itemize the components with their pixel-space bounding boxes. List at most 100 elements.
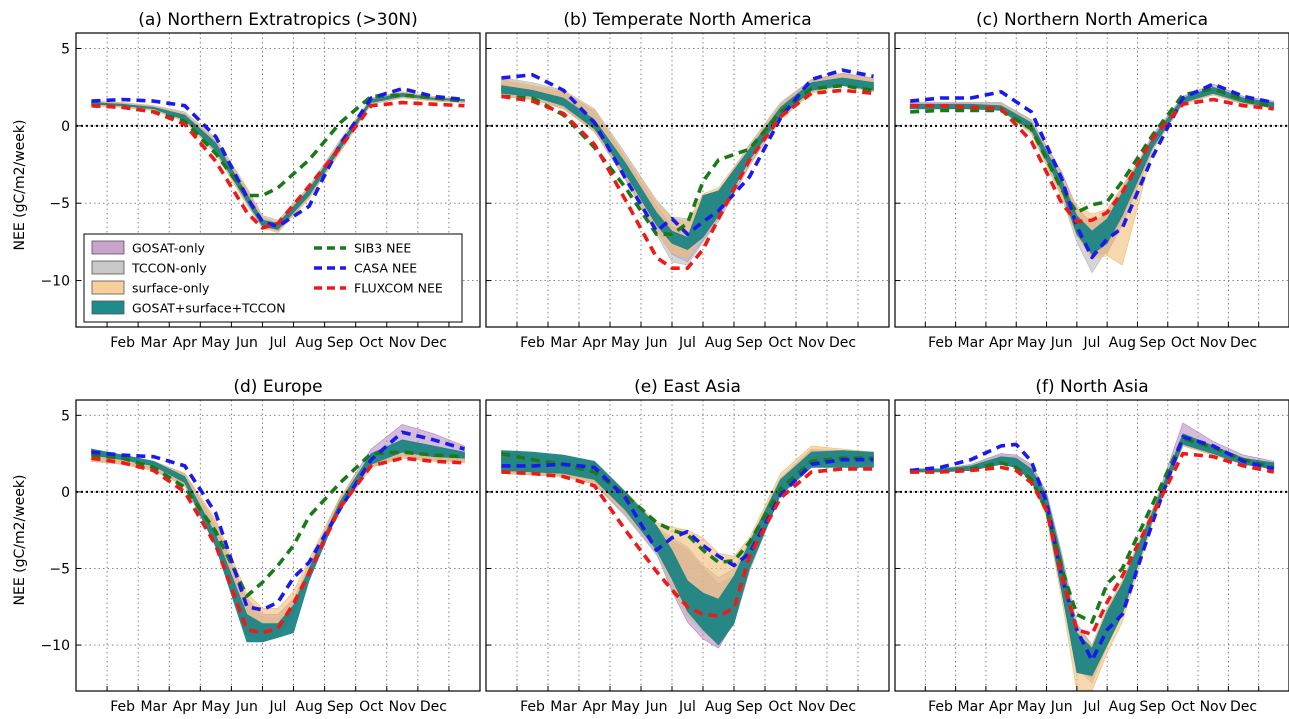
ylabel-bottom: NEE (gC/m2/week) — [12, 475, 28, 606]
x-tick-label: Nov — [798, 699, 825, 715]
line-fluxcom-nee — [501, 467, 874, 618]
x-tick-label: May — [201, 699, 230, 715]
x-tick-label: Jun — [645, 335, 668, 351]
x-tick-label: Nov — [1200, 335, 1227, 351]
line-casa-nee — [91, 430, 466, 612]
x-tick-label: Apr — [989, 335, 1013, 351]
x-tick-label: May — [201, 335, 230, 351]
legend-label: TCCON-only — [131, 261, 207, 276]
x-tick-label: Oct — [359, 699, 384, 715]
x-tick-label: Mar — [550, 335, 577, 351]
x-tick-label: May — [1017, 699, 1046, 715]
x-tick-label: May — [1017, 335, 1046, 351]
plot-area — [486, 445, 889, 649]
x-tick-label: Mar — [958, 335, 985, 351]
x-tick-label: Mar — [958, 699, 985, 715]
x-tick-label: Sep — [736, 699, 763, 715]
x-tick-label: Feb — [110, 699, 135, 715]
legend-item-gosat-only: GOSAT-only — [91, 241, 206, 256]
panel-title: (d) Europe — [233, 377, 322, 397]
x-tick-label: Jul — [269, 335, 287, 351]
legend-item-tccon-only: TCCON-only — [91, 261, 207, 276]
legend-label: FLUXCOM NEE — [354, 281, 443, 296]
panel-d: Feb Mar Apr May Jun Jul Aug Sep Oct Nov Dec 5 0 −5 −10… — [40, 377, 481, 715]
y-tick-label: −5 — [49, 196, 70, 212]
x-tick-label: Dec — [420, 335, 447, 351]
x-tick-label: Aug — [295, 335, 322, 351]
panel-f: Feb Mar Apr May Jun Jul Aug Sep Oct Nov Dec (f) Nor… — [894, 377, 1289, 715]
band-tccon-only — [91, 92, 465, 232]
x-tick-label: Jul — [678, 335, 696, 351]
line-casa-nee — [501, 457, 874, 568]
legend-swatch — [91, 280, 125, 295]
y-tick-label: −5 — [49, 561, 70, 577]
plot-area — [76, 86, 480, 233]
panel-title: (a) Northern Extratropics (>30N) — [138, 10, 418, 30]
x-tick-label: Jul — [1083, 335, 1101, 351]
line-sib3-nee — [501, 451, 874, 565]
legend-item-surface-only: surface-only — [91, 280, 210, 296]
panel-b: Feb Mar Apr May Jun Jul Aug Sep Oct Nov Dec (b) Tem… — [485, 10, 890, 351]
panel-e: Feb Mar Apr May Jun Jul Aug Sep Oct Nov Dec (e) Eas… — [485, 377, 890, 715]
x-tick-label: Feb — [928, 699, 953, 715]
x-tick-label: May — [611, 699, 640, 715]
x-tick-label: Jul — [678, 699, 696, 715]
x-tick-label: Jun — [1050, 699, 1073, 715]
plot-area — [76, 424, 480, 643]
x-tick-label: Dec — [829, 335, 856, 351]
x-tick-label: Apr — [582, 699, 606, 715]
plot-area — [486, 68, 889, 271]
y-tick-label: 5 — [61, 408, 70, 424]
x-tick-label: Mar — [140, 699, 167, 715]
y-tick-label: −10 — [40, 274, 70, 290]
x-tick-label: Jun — [645, 699, 668, 715]
panel-title: (f) North Asia — [1035, 377, 1148, 397]
ylabel-top: NEE (gC/m2/week) — [12, 120, 28, 251]
x-tick-label: Oct — [768, 699, 793, 715]
band-surface-only — [91, 91, 465, 233]
legend-label: surface-only — [132, 281, 210, 296]
x-tick-label: Sep — [327, 335, 354, 351]
y-tick-label: 0 — [61, 119, 70, 135]
x-tick-label: Aug — [1109, 699, 1136, 715]
legend-item-casa-nee: CASA NEE — [314, 261, 417, 276]
line-casa-nee — [910, 82, 1275, 260]
x-tick-label: Nov — [1200, 699, 1227, 715]
x-tick-label: Feb — [928, 335, 953, 351]
line-casa-nee — [91, 86, 465, 229]
band-gosat-only — [909, 422, 1275, 680]
x-tick-label: Apr — [173, 699, 197, 715]
x-tick-label: Aug — [705, 699, 732, 715]
legend-item-fluxcom-nee: FLUXCOM NEE — [314, 281, 443, 296]
panel-frame — [894, 399, 1289, 692]
x-tick-label: Jul — [269, 699, 287, 715]
panel-frame — [894, 32, 1289, 328]
panel-c: Feb Mar Apr May Jun Jul Aug Sep Oct Nov Dec (c) Nor… — [894, 10, 1289, 351]
legend-label: GOSAT+surface+TCCON — [132, 301, 286, 316]
x-tick-label: Dec — [1230, 335, 1257, 351]
x-tick-label: Nov — [798, 335, 825, 351]
panel-frame — [485, 32, 890, 328]
x-tick-label: Feb — [520, 335, 545, 351]
band-gosat-surface-tccon — [91, 92, 465, 230]
line-fluxcom-nee — [910, 451, 1275, 637]
x-tick-label: Jun — [1050, 335, 1073, 351]
y-tick-label: −10 — [40, 638, 70, 654]
line-fluxcom-nee — [91, 100, 465, 230]
panels: Feb Mar Apr May Jun Jul Aug Sep Oct Nov Dec50−5−10… — [40, 10, 1289, 715]
x-tick-label: Oct — [1171, 699, 1196, 715]
panel-title: (e) East Asia — [634, 377, 741, 397]
x-tick-label: Nov — [389, 335, 416, 351]
x-tick-label: Oct — [359, 335, 384, 351]
y-tick-label: 5 — [61, 41, 70, 57]
line-sib3-nee — [91, 450, 465, 598]
panel-frame — [75, 32, 481, 328]
x-tick-label: Mar — [550, 699, 577, 715]
x-tick-label: Sep — [1139, 699, 1166, 715]
line-fluxcom-nee — [91, 456, 465, 635]
plot-area — [895, 82, 1289, 274]
x-tick-label: Sep — [1139, 335, 1166, 351]
x-tick-label: Dec — [1230, 699, 1257, 715]
x-tick-label: Mar — [140, 335, 167, 351]
